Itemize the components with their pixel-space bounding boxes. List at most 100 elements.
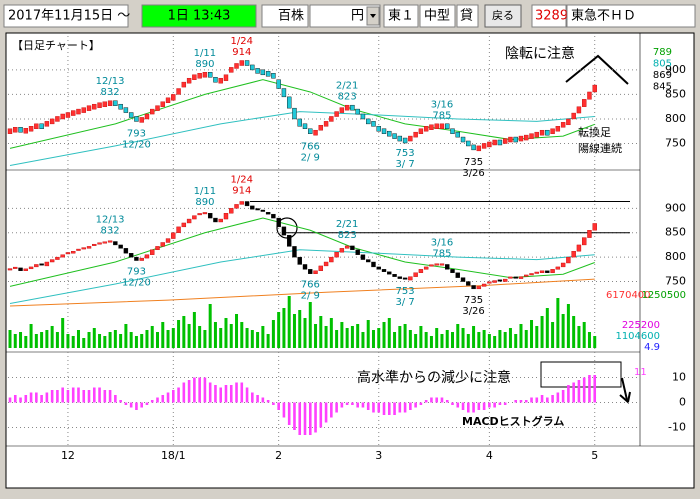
macd-bar (61, 387, 64, 403)
box (239, 60, 244, 66)
volume-bar (582, 322, 586, 348)
note: 陽線連続 (578, 141, 622, 155)
volume-bar (203, 330, 207, 348)
box (360, 113, 366, 120)
macd-bar (551, 395, 554, 403)
box (471, 144, 476, 151)
back-button[interactable] (484, 4, 522, 28)
candle (502, 278, 508, 282)
annotation-price: 766 (301, 142, 320, 153)
candle (445, 264, 450, 270)
volume-bar (482, 330, 486, 348)
box (576, 106, 582, 114)
macd-bar (240, 382, 244, 403)
volume-bar (577, 326, 581, 348)
box (139, 117, 144, 123)
box (171, 94, 176, 101)
annotation-price: 785 (432, 248, 451, 259)
candle (186, 218, 192, 224)
box (76, 108, 81, 115)
candle (13, 266, 18, 269)
volume-bar (98, 334, 102, 348)
candle (576, 244, 582, 252)
annotation-date: 2/ 9 (301, 291, 320, 302)
volume-bar (224, 318, 228, 348)
volume-bar (377, 328, 381, 348)
volume-bar (29, 324, 33, 348)
macd-bar (166, 392, 170, 403)
volume-bar (382, 322, 386, 348)
box (281, 88, 287, 98)
box (128, 112, 134, 118)
candle (302, 264, 308, 270)
macd-bar (193, 377, 196, 403)
candle (360, 254, 366, 260)
candle (113, 241, 118, 246)
macd-bar (366, 402, 370, 410)
annotation-date: 3/16 (431, 99, 453, 110)
macd-bar (530, 397, 533, 403)
macd-bar (219, 387, 223, 403)
annotation-price: 735 (464, 295, 483, 306)
candle (560, 262, 566, 268)
macd-bar (472, 402, 475, 413)
candle (244, 201, 250, 207)
candle (350, 245, 355, 251)
box (260, 69, 266, 76)
candle (202, 212, 208, 215)
box (302, 123, 308, 130)
volume-bar (414, 334, 418, 348)
back-label[interactable]: 戻る (492, 9, 514, 22)
volume-bar (229, 324, 233, 348)
box (102, 101, 108, 107)
y-tick-label: 750 (665, 275, 686, 288)
volume-bar (508, 328, 512, 348)
annotation-price: 766 (301, 280, 320, 291)
box (508, 136, 513, 143)
volume-bar (177, 320, 181, 348)
candle (418, 269, 424, 273)
annotation-date: 2/21 (336, 219, 358, 230)
candle (107, 240, 113, 243)
candle (155, 246, 160, 251)
candle (271, 213, 276, 219)
macd-bar (187, 380, 191, 403)
volume-bar (303, 318, 307, 348)
annotation-date: 12/20 (122, 139, 151, 150)
volume-bar (129, 332, 133, 348)
candle (76, 248, 81, 251)
candle (160, 242, 165, 247)
volume-bar (329, 318, 333, 348)
box (418, 128, 424, 134)
volume-bar (76, 330, 80, 348)
chart-title: 【日足チャート】 (12, 39, 100, 52)
volume-bar (208, 304, 212, 348)
candle (265, 212, 271, 215)
volume-bar (103, 336, 107, 348)
volume-bar (24, 336, 28, 348)
candle (297, 256, 302, 265)
candle (550, 269, 555, 273)
candle (92, 243, 97, 246)
box (539, 129, 545, 136)
macd-bar (461, 402, 465, 410)
y-tick-label: 10 (672, 371, 686, 384)
note: 陰転に注意 (505, 45, 575, 62)
candle (587, 230, 592, 238)
box (355, 108, 360, 115)
candle (534, 271, 539, 274)
macd-bar (345, 402, 349, 405)
candle (513, 276, 518, 279)
box (381, 128, 387, 134)
y-tick-label: 850 (665, 226, 686, 239)
candle (7, 268, 13, 271)
box (545, 129, 550, 136)
macd-bar (92, 387, 96, 403)
box (408, 135, 413, 142)
macd-bar (124, 402, 128, 405)
volume-bar (424, 332, 428, 348)
currency[interactable]: 円 (351, 9, 364, 24)
candle (329, 256, 334, 263)
macd-bar (208, 382, 212, 403)
macd-bar (356, 402, 359, 408)
